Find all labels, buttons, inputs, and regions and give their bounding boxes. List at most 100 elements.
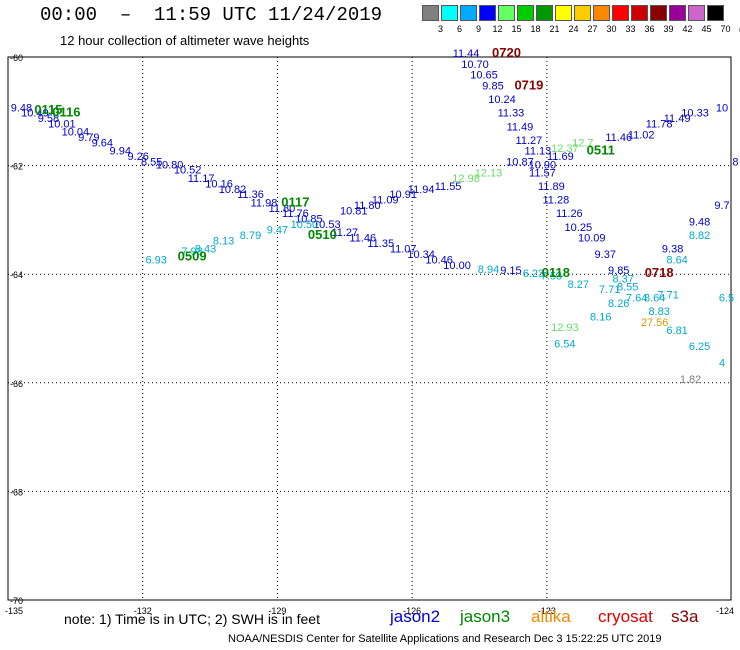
swh-value-label: 11.98 [251, 197, 278, 209]
swh-value-label: 10.65 [470, 70, 498, 82]
pass-time-label: 0718 [645, 265, 674, 280]
swh-value-label: 8.64 [644, 292, 665, 304]
swh-value-label: 10.80 [156, 159, 184, 171]
lon-tick-label: -126 [403, 606, 421, 616]
swh-value-label: 6.23 [523, 268, 544, 280]
lat-tick-label: -70 [10, 596, 23, 606]
swh-value-label: 10.87 [506, 157, 534, 169]
colorbar-label: 42 [682, 24, 693, 34]
swh-value-label: 11.89 [538, 181, 565, 193]
lon-tick-label: -132 [134, 606, 152, 616]
swh-value-label: 8.13 [213, 235, 234, 247]
swh-value-label: 7.71 [599, 284, 620, 296]
colorbar-label: 3 [437, 24, 443, 34]
colorbar-swatch [536, 5, 553, 21]
swh-value-label: 12.37 [551, 143, 579, 155]
satellite-legend-s3a: s3a [671, 607, 699, 626]
colorbar-label: 6 [456, 24, 462, 34]
swh-value-label: 11.80 [269, 203, 296, 215]
colorbar-label: 21 [549, 24, 560, 34]
swh-value-label: 9.7 [714, 200, 729, 212]
colorbar-swatch [460, 5, 477, 21]
colorbar-label: 70 [720, 24, 731, 34]
swh-value-label: 7.53 [541, 271, 562, 283]
swh-value-label: 11.02 [628, 129, 655, 141]
colorbar-swatch [479, 5, 496, 21]
swh-value-label: 6.93 [145, 254, 166, 266]
colorbar-label: 9 [475, 24, 481, 34]
swh-value-label: 11.76 [282, 208, 309, 220]
lat-tick-label: -62 [10, 162, 23, 172]
swh-value-label: 11.49 [507, 121, 534, 133]
lat-tick-label: -66 [10, 379, 23, 389]
swh-value-label: 7.64 [626, 292, 647, 304]
lat-tick-label: -64 [10, 270, 23, 280]
swh-value-label: 11.13 [525, 146, 552, 158]
swh-value-label: 9.26 [128, 151, 149, 163]
map-frame [7, 56, 732, 601]
pass-time-label: 0116 [52, 105, 80, 120]
swh-value-label: 11.46 [605, 132, 632, 144]
swh-value-label: 8.55 [141, 157, 162, 169]
colorbar-swatch [707, 5, 724, 21]
swh-value-label: 11.28 [543, 195, 570, 207]
colorbar-swatch [688, 5, 705, 21]
swh-value-label: 11.33 [498, 108, 525, 120]
swh-value-label: 11.36 [237, 189, 264, 201]
swh-value-label: 10.82 [219, 184, 247, 196]
swh-value-label: 9.15 [500, 265, 521, 277]
swh-value-label: 6.54 [554, 339, 575, 351]
colorbar-swatch [593, 5, 610, 21]
swh-value-label: 8.79 [240, 230, 261, 242]
satellite-legend-jason2: jason2 [390, 607, 441, 626]
swh-value-label: 1.82 [680, 374, 701, 386]
swh-value-label: 9.94 [110, 146, 131, 158]
swh-value-label: 10.90 [529, 159, 557, 171]
swh-value-label: 9.48 [11, 102, 32, 114]
colorbar-label: 45 [701, 24, 712, 34]
swh-value-label: 8 [732, 157, 738, 169]
swh-value-label: 8.27 [568, 279, 589, 291]
swh-value-label: 9.38 [662, 243, 683, 255]
swh-value-label: 10.50 [291, 219, 319, 231]
pass-time-label: 0509 [178, 249, 207, 264]
swh-value-label: 10.16 [205, 178, 233, 190]
swh-value-label: 11.44 [453, 48, 480, 60]
pass-time-label: 0719 [514, 78, 543, 93]
colorbar-swatch [574, 5, 591, 21]
swh-value-label: 12.98 [452, 173, 480, 185]
swh-value-label: 9.47 [267, 224, 288, 236]
swh-value-label: 8.16 [590, 311, 611, 323]
colorbar-swatch [498, 5, 515, 21]
swh-value-label: 7.98 [181, 246, 202, 258]
swh-value-label: 11.35 [367, 238, 394, 250]
lon-tick-label: -124 [716, 606, 734, 616]
swh-value-label: 11.94 [408, 184, 435, 196]
swh-value-label: 8.83 [648, 306, 669, 318]
map-title: 00:00 – 11:59 UTC 11/24/2019 [40, 4, 383, 26]
swh-value-label: 8.26 [608, 298, 629, 310]
pass-time-label: 0118 [542, 265, 570, 280]
swh-value-label: 10.34 [407, 249, 435, 261]
swh-value-label: 8.37 [613, 273, 634, 285]
swh-value-label: 8.82 [689, 230, 710, 242]
swh-value-label: 11.55 [435, 181, 462, 193]
lon-tick-label: -123 [538, 606, 556, 616]
credit-line: NOAA/NESDIS Center for Satellite Applica… [228, 633, 662, 645]
swh-value-label: 9.64 [92, 138, 113, 150]
swh-value-label: 12.93 [551, 322, 579, 334]
swh-value-label: 11.09 [372, 195, 399, 207]
swh-value-label: 11.78 [646, 119, 673, 131]
swh-value-label: 12.7 [572, 138, 593, 150]
colorbar-swatch [612, 5, 629, 21]
swh-value-label: 10.25 [565, 222, 593, 234]
swh-value-label: 10.00 [443, 260, 471, 272]
swh-value-label: 9.79 [78, 132, 99, 144]
colorbar-label: 36 [644, 24, 655, 34]
swh-value-label: 11.17 [188, 173, 215, 185]
swh-value-label: 6.81 [666, 325, 687, 337]
pass-time-label: 0511 [587, 143, 615, 158]
lon-tick-label: -135 [5, 606, 23, 616]
colorbar-label: 30 [606, 24, 617, 34]
